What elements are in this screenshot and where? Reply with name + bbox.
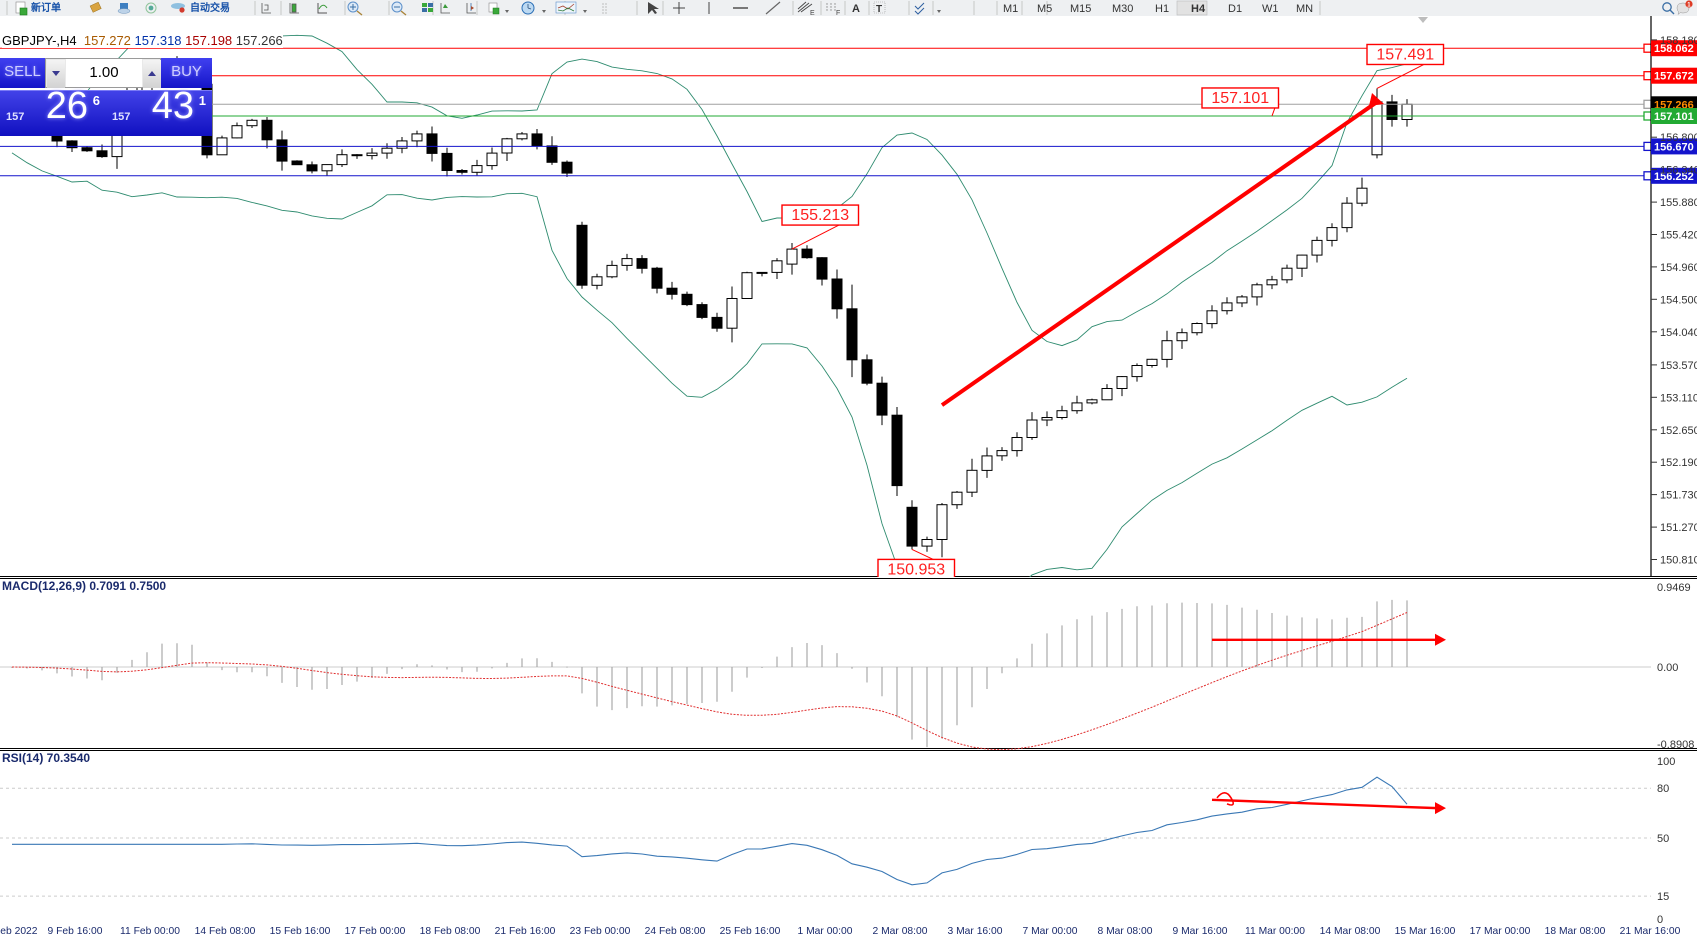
svg-text:H4: H4 <box>1191 3 1206 15</box>
svg-text:150.810: 150.810 <box>1660 555 1697 567</box>
svg-text:156.800: 156.800 <box>1660 132 1697 144</box>
svg-text:153.570: 153.570 <box>1660 360 1697 372</box>
svg-text:MN: MN <box>1296 3 1313 15</box>
svg-text:151.270: 151.270 <box>1660 522 1697 534</box>
svg-text:80: 80 <box>1657 783 1669 795</box>
svg-text:9 Feb 16:00: 9 Feb 16:00 <box>48 926 103 937</box>
svg-text:11 Feb 00:00: 11 Feb 00:00 <box>120 926 180 937</box>
svg-text:100: 100 <box>1657 756 1675 768</box>
svg-text:18 Feb 08:00: 18 Feb 08:00 <box>420 926 481 937</box>
svg-text:15 Mar 16:00: 15 Mar 16:00 <box>1395 926 1456 937</box>
svg-text:155.880: 155.880 <box>1660 197 1697 209</box>
svg-text:T: T <box>876 4 882 15</box>
svg-text:154.040: 154.040 <box>1660 327 1697 339</box>
svg-text:9 Mar 16:00: 9 Mar 16:00 <box>1173 926 1228 937</box>
svg-text:M5: M5 <box>1037 3 1052 15</box>
svg-text:3 Mar 16:00: 3 Mar 16:00 <box>948 926 1003 937</box>
svg-text:-0.8908: -0.8908 <box>1657 739 1694 750</box>
svg-text:RSI(14) 70.3540: RSI(14) 70.3540 <box>2 751 90 765</box>
svg-text:154.500: 154.500 <box>1660 294 1697 306</box>
svg-text:21 Feb 16:00: 21 Feb 16:00 <box>495 926 556 937</box>
svg-text:新订单: 新订单 <box>31 1 61 14</box>
svg-text:17 Feb 00:00: 17 Feb 00:00 <box>345 926 406 937</box>
svg-text:21 Mar 16:00: 21 Mar 16:00 <box>1620 926 1681 937</box>
svg-text:152.190: 152.190 <box>1660 457 1697 469</box>
svg-text:158.180: 158.180 <box>1660 35 1697 47</box>
svg-text:152.650: 152.650 <box>1660 425 1697 437</box>
svg-text:0.9469: 0.9469 <box>1657 582 1691 594</box>
svg-text:24 Feb 08:00: 24 Feb 08:00 <box>645 926 706 937</box>
svg-text:M30: M30 <box>1112 3 1133 15</box>
svg-text:自动交易: 自动交易 <box>190 1 230 14</box>
svg-text:151.730: 151.730 <box>1660 490 1697 502</box>
svg-text:Feb 2022: Feb 2022 <box>0 926 38 937</box>
svg-text:0.00: 0.00 <box>1657 662 1678 674</box>
svg-text:M15: M15 <box>1070 3 1091 15</box>
svg-text:H1: H1 <box>1155 3 1169 15</box>
svg-text:A: A <box>852 3 860 15</box>
svg-text:7 Mar 00:00: 7 Mar 00:00 <box>1023 926 1078 937</box>
svg-text:15: 15 <box>1657 891 1669 903</box>
svg-text:155.420: 155.420 <box>1660 230 1697 242</box>
svg-text:W1: W1 <box>1262 3 1279 15</box>
svg-text:23 Feb 00:00: 23 Feb 00:00 <box>570 926 631 937</box>
svg-text:MACD(12,26,9) 0.7091 0.7500: MACD(12,26,9) 0.7091 0.7500 <box>2 579 166 593</box>
svg-text:D1: D1 <box>1228 3 1242 15</box>
svg-text:15 Feb 16:00: 15 Feb 16:00 <box>270 926 331 937</box>
svg-text:M1: M1 <box>1003 3 1018 15</box>
svg-text:18 Mar 08:00: 18 Mar 08:00 <box>1545 926 1606 937</box>
svg-text:1 Mar 00:00: 1 Mar 00:00 <box>798 926 853 937</box>
svg-text:156.340: 156.340 <box>1660 165 1697 177</box>
svg-text:11 Mar 00:00: 11 Mar 00:00 <box>1245 926 1305 937</box>
svg-text:2 Mar 08:00: 2 Mar 08:00 <box>873 926 928 937</box>
svg-text:154.960: 154.960 <box>1660 262 1697 274</box>
svg-text:25 Feb 16:00: 25 Feb 16:00 <box>720 926 781 937</box>
svg-text:157.101: 157.101 <box>1654 111 1694 123</box>
svg-text:50: 50 <box>1657 833 1669 845</box>
svg-text:14 Mar 08:00: 14 Mar 08:00 <box>1320 926 1381 937</box>
svg-text:14 Feb 08:00: 14 Feb 08:00 <box>195 926 256 937</box>
svg-text:8 Mar 08:00: 8 Mar 08:00 <box>1098 926 1153 937</box>
svg-text:17 Mar 00:00: 17 Mar 00:00 <box>1470 926 1531 937</box>
svg-text:157.672: 157.672 <box>1654 71 1694 83</box>
svg-text:153.110: 153.110 <box>1660 392 1697 404</box>
